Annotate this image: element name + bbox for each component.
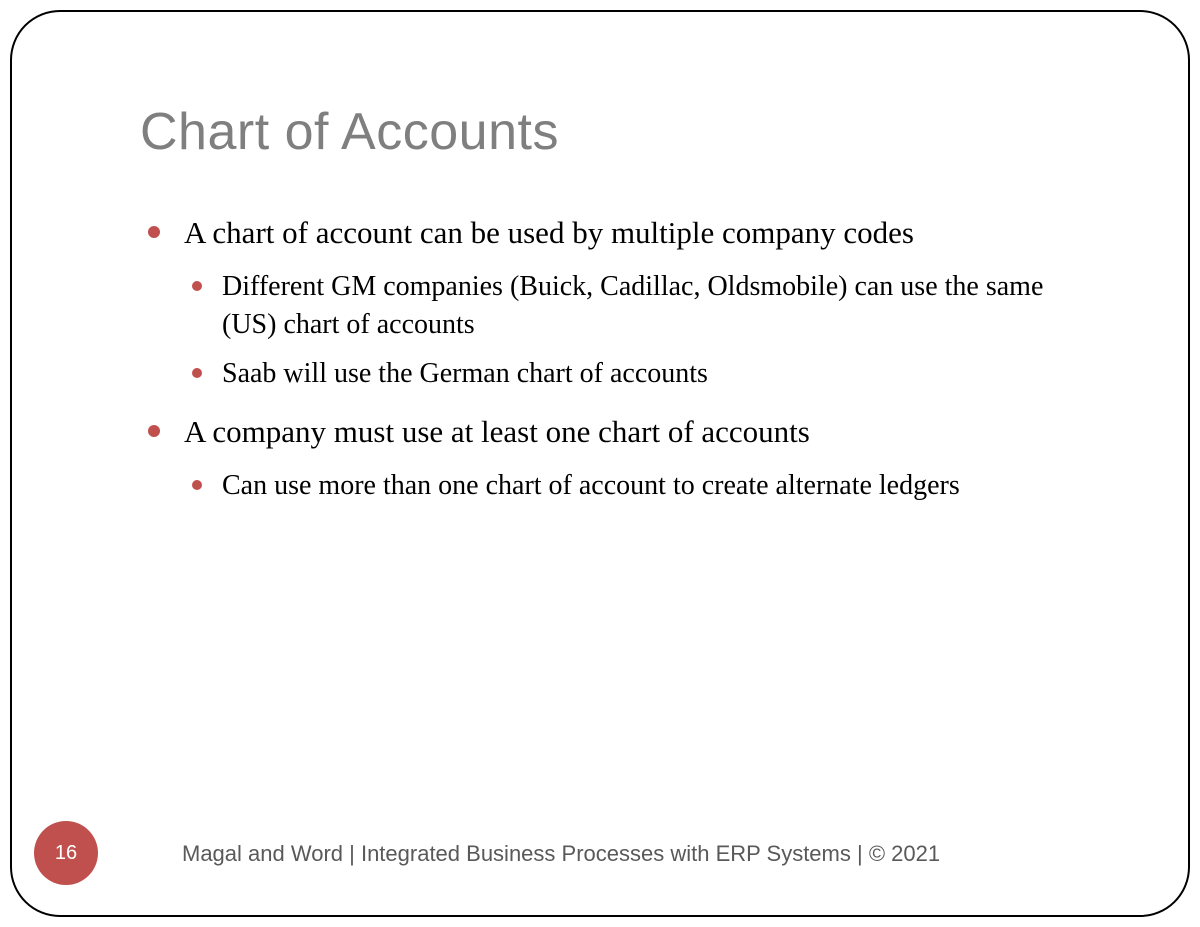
sub-bullet-text: Different GM companies (Buick, Cadillac,… — [222, 271, 1043, 340]
bullet-text: A company must use at least one chart of… — [184, 414, 810, 449]
sub-bullet-text: Saab will use the German chart of accoun… — [222, 358, 708, 389]
slide-frame: Chart of Accounts A chart of account can… — [10, 10, 1190, 917]
sub-bullet-item: Different GM companies (Buick, Cadillac,… — [184, 268, 1088, 344]
slide-title: Chart of Accounts — [140, 102, 1188, 162]
sub-bullet-item: Can use more than one chart of account t… — [184, 467, 1088, 505]
bullet-item: A chart of account can be used by multip… — [142, 212, 1088, 393]
bullet-list: A chart of account can be used by multip… — [142, 212, 1088, 505]
footer-area: 16 Magal and Word | Integrated Business … — [12, 825, 1188, 885]
sub-bullet-item: Saab will use the German chart of accoun… — [184, 355, 1088, 393]
page-number-badge: 16 — [34, 821, 98, 885]
bullet-item: A company must use at least one chart of… — [142, 411, 1088, 505]
bullet-text: A chart of account can be used by multip… — [184, 215, 914, 250]
title-area: Chart of Accounts — [12, 12, 1188, 162]
sub-bullet-list: Can use more than one chart of account t… — [184, 467, 1088, 505]
footer-credit: Magal and Word | Integrated Business Pro… — [182, 841, 1128, 867]
sub-bullet-text: Can use more than one chart of account t… — [222, 470, 960, 501]
sub-bullet-list: Different GM companies (Buick, Cadillac,… — [184, 268, 1088, 393]
page-number: 16 — [55, 842, 77, 865]
content-area: A chart of account can be used by multip… — [12, 162, 1188, 505]
